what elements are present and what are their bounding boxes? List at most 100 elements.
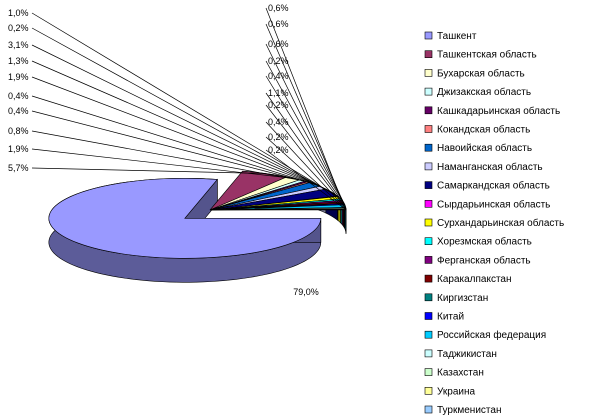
legend-entry: Казахстан xyxy=(424,368,484,379)
slice-label-19: 0,2% xyxy=(268,132,289,142)
legend-swatch xyxy=(424,405,433,414)
slice-label-6: 1,9% xyxy=(8,72,29,82)
legend-entry: Туркменистан xyxy=(424,405,501,416)
legend-label: Каракалпакстан xyxy=(437,274,512,285)
slice-label-15: 0,4% xyxy=(268,71,289,81)
leader-line-18 xyxy=(265,121,347,209)
legend-label: Кашкадарьинская область xyxy=(437,105,560,117)
leader-line-7 xyxy=(31,60,323,188)
legend-label: Сырдарьинская область xyxy=(437,198,550,210)
slice-label-9: 0,2% xyxy=(8,23,29,33)
legend-swatch xyxy=(424,125,433,133)
slice-label-14: 0,2% xyxy=(268,56,289,66)
slice-label-7: 1,3% xyxy=(8,56,29,66)
leader-line-20 xyxy=(265,149,347,211)
legend-label: Таджикистан xyxy=(437,349,497,360)
legend-swatch xyxy=(424,237,433,245)
leader-lines xyxy=(31,7,347,211)
slice-label-13: 0,6% xyxy=(268,39,289,49)
slice-0 xyxy=(48,178,322,259)
leader-line-2 xyxy=(31,148,294,179)
legend-label: Ташкент xyxy=(437,31,477,42)
leader-line-1 xyxy=(31,167,266,174)
leader-line-3 xyxy=(31,130,303,181)
leader-line-17 xyxy=(265,104,347,208)
leader-line-12 xyxy=(265,23,343,202)
slice-label-8: 3,1% xyxy=(8,40,29,50)
legend-label: Наманганская область xyxy=(437,161,543,173)
slice-label-10: 1,0% xyxy=(8,8,29,18)
legend-label: Китай xyxy=(437,312,464,323)
leader-line-9 xyxy=(31,27,338,197)
legend-entry: Украина xyxy=(424,386,476,397)
legend-entry: Каракалпакстан xyxy=(424,274,512,285)
legend-swatch xyxy=(424,200,433,208)
legend-swatch xyxy=(424,349,433,358)
slice-label-0: 79,0% xyxy=(293,287,319,297)
legend-swatch xyxy=(424,181,433,189)
legend-entry: Сырдарьинская область xyxy=(424,198,550,210)
legend-label: Навоийская область xyxy=(437,142,532,154)
legend-swatch xyxy=(424,143,433,152)
legend-swatch xyxy=(424,312,433,320)
leader-line-8 xyxy=(31,44,333,193)
leader-line-4 xyxy=(31,110,306,182)
leader-line-5 xyxy=(31,95,309,183)
legend-entry: Джизакская область xyxy=(424,86,531,98)
slice-label-3: 0,8% xyxy=(8,126,29,136)
pie-slices xyxy=(48,170,347,283)
legend-entry: Ташкентская область xyxy=(424,49,537,61)
legend-swatch xyxy=(424,87,433,96)
legend-label: Киргизстан xyxy=(437,293,488,304)
legend-swatch xyxy=(424,31,433,40)
leader-line-19 xyxy=(265,136,347,210)
legend-swatch xyxy=(424,218,433,227)
slice-label-17: 0,2% xyxy=(268,100,289,110)
legend-entry: Таджикистан xyxy=(424,349,497,360)
legend-entry: Кашкадарьинская область xyxy=(424,105,560,117)
slice-label-12: 0,6% xyxy=(268,19,289,29)
slice-labels: 1,0% 0,2% 3,1% 1,3% 1,9% 0,4% 0,4% 0,8% 1,9% 5,7%… xyxy=(8,3,319,297)
slice-label-18: 0,4% xyxy=(268,117,289,127)
slice-label-2: 1,9% xyxy=(8,144,29,154)
legend-entry: Кокандская область xyxy=(424,124,530,136)
legend-swatch xyxy=(424,293,433,302)
legend-swatch xyxy=(424,69,433,77)
legend-swatch xyxy=(424,50,433,59)
leader-line-14 xyxy=(265,60,345,204)
legend: Ташкент Ташкентская область Бухарская обла… xyxy=(424,31,564,416)
slice-label-20: 0,2% xyxy=(268,145,289,155)
slice-label-1: 5,7% xyxy=(8,163,29,173)
legend-label: Казахстан xyxy=(437,368,484,379)
leader-line-6 xyxy=(31,76,315,185)
legend-label: Украина xyxy=(437,386,476,397)
legend-entry: Самаркандская область xyxy=(424,180,550,192)
legend-label: Джизакская область xyxy=(437,86,531,98)
legend-entry: Киргизстан xyxy=(424,293,488,304)
legend-swatch xyxy=(424,162,433,171)
legend-label: Бухарская область xyxy=(437,67,525,79)
leader-line-11 xyxy=(265,7,342,200)
legend-entry: Наманганская область xyxy=(424,161,543,173)
legend-label: Российская федерация xyxy=(437,329,546,341)
legend-swatch xyxy=(424,274,433,283)
legend-label: Хорезмская область xyxy=(437,236,532,248)
legend-label: Ферганская область xyxy=(437,254,531,266)
leader-line-16 xyxy=(265,92,346,207)
legend-swatch xyxy=(424,368,433,376)
legend-label: Сурхандарьинская область xyxy=(437,217,564,229)
legend-entry: Российская федерация xyxy=(424,329,546,341)
legend-swatch xyxy=(424,330,433,339)
legend-entry: Навоийская область xyxy=(424,142,532,154)
legend-entry: Хорезмская область xyxy=(424,236,532,248)
legend-label: Туркменистан xyxy=(437,405,501,416)
slice-label-16: 1,1% xyxy=(268,88,289,98)
slice-label-4: 0,4% xyxy=(8,106,29,116)
legend-swatch xyxy=(424,386,433,395)
slice-label-5: 0,4% xyxy=(8,91,29,101)
legend-entry: Ташкент xyxy=(424,31,477,42)
leader-line-13 xyxy=(265,43,344,203)
legend-label: Ташкентская область xyxy=(437,49,537,61)
legend-swatch xyxy=(424,256,433,264)
